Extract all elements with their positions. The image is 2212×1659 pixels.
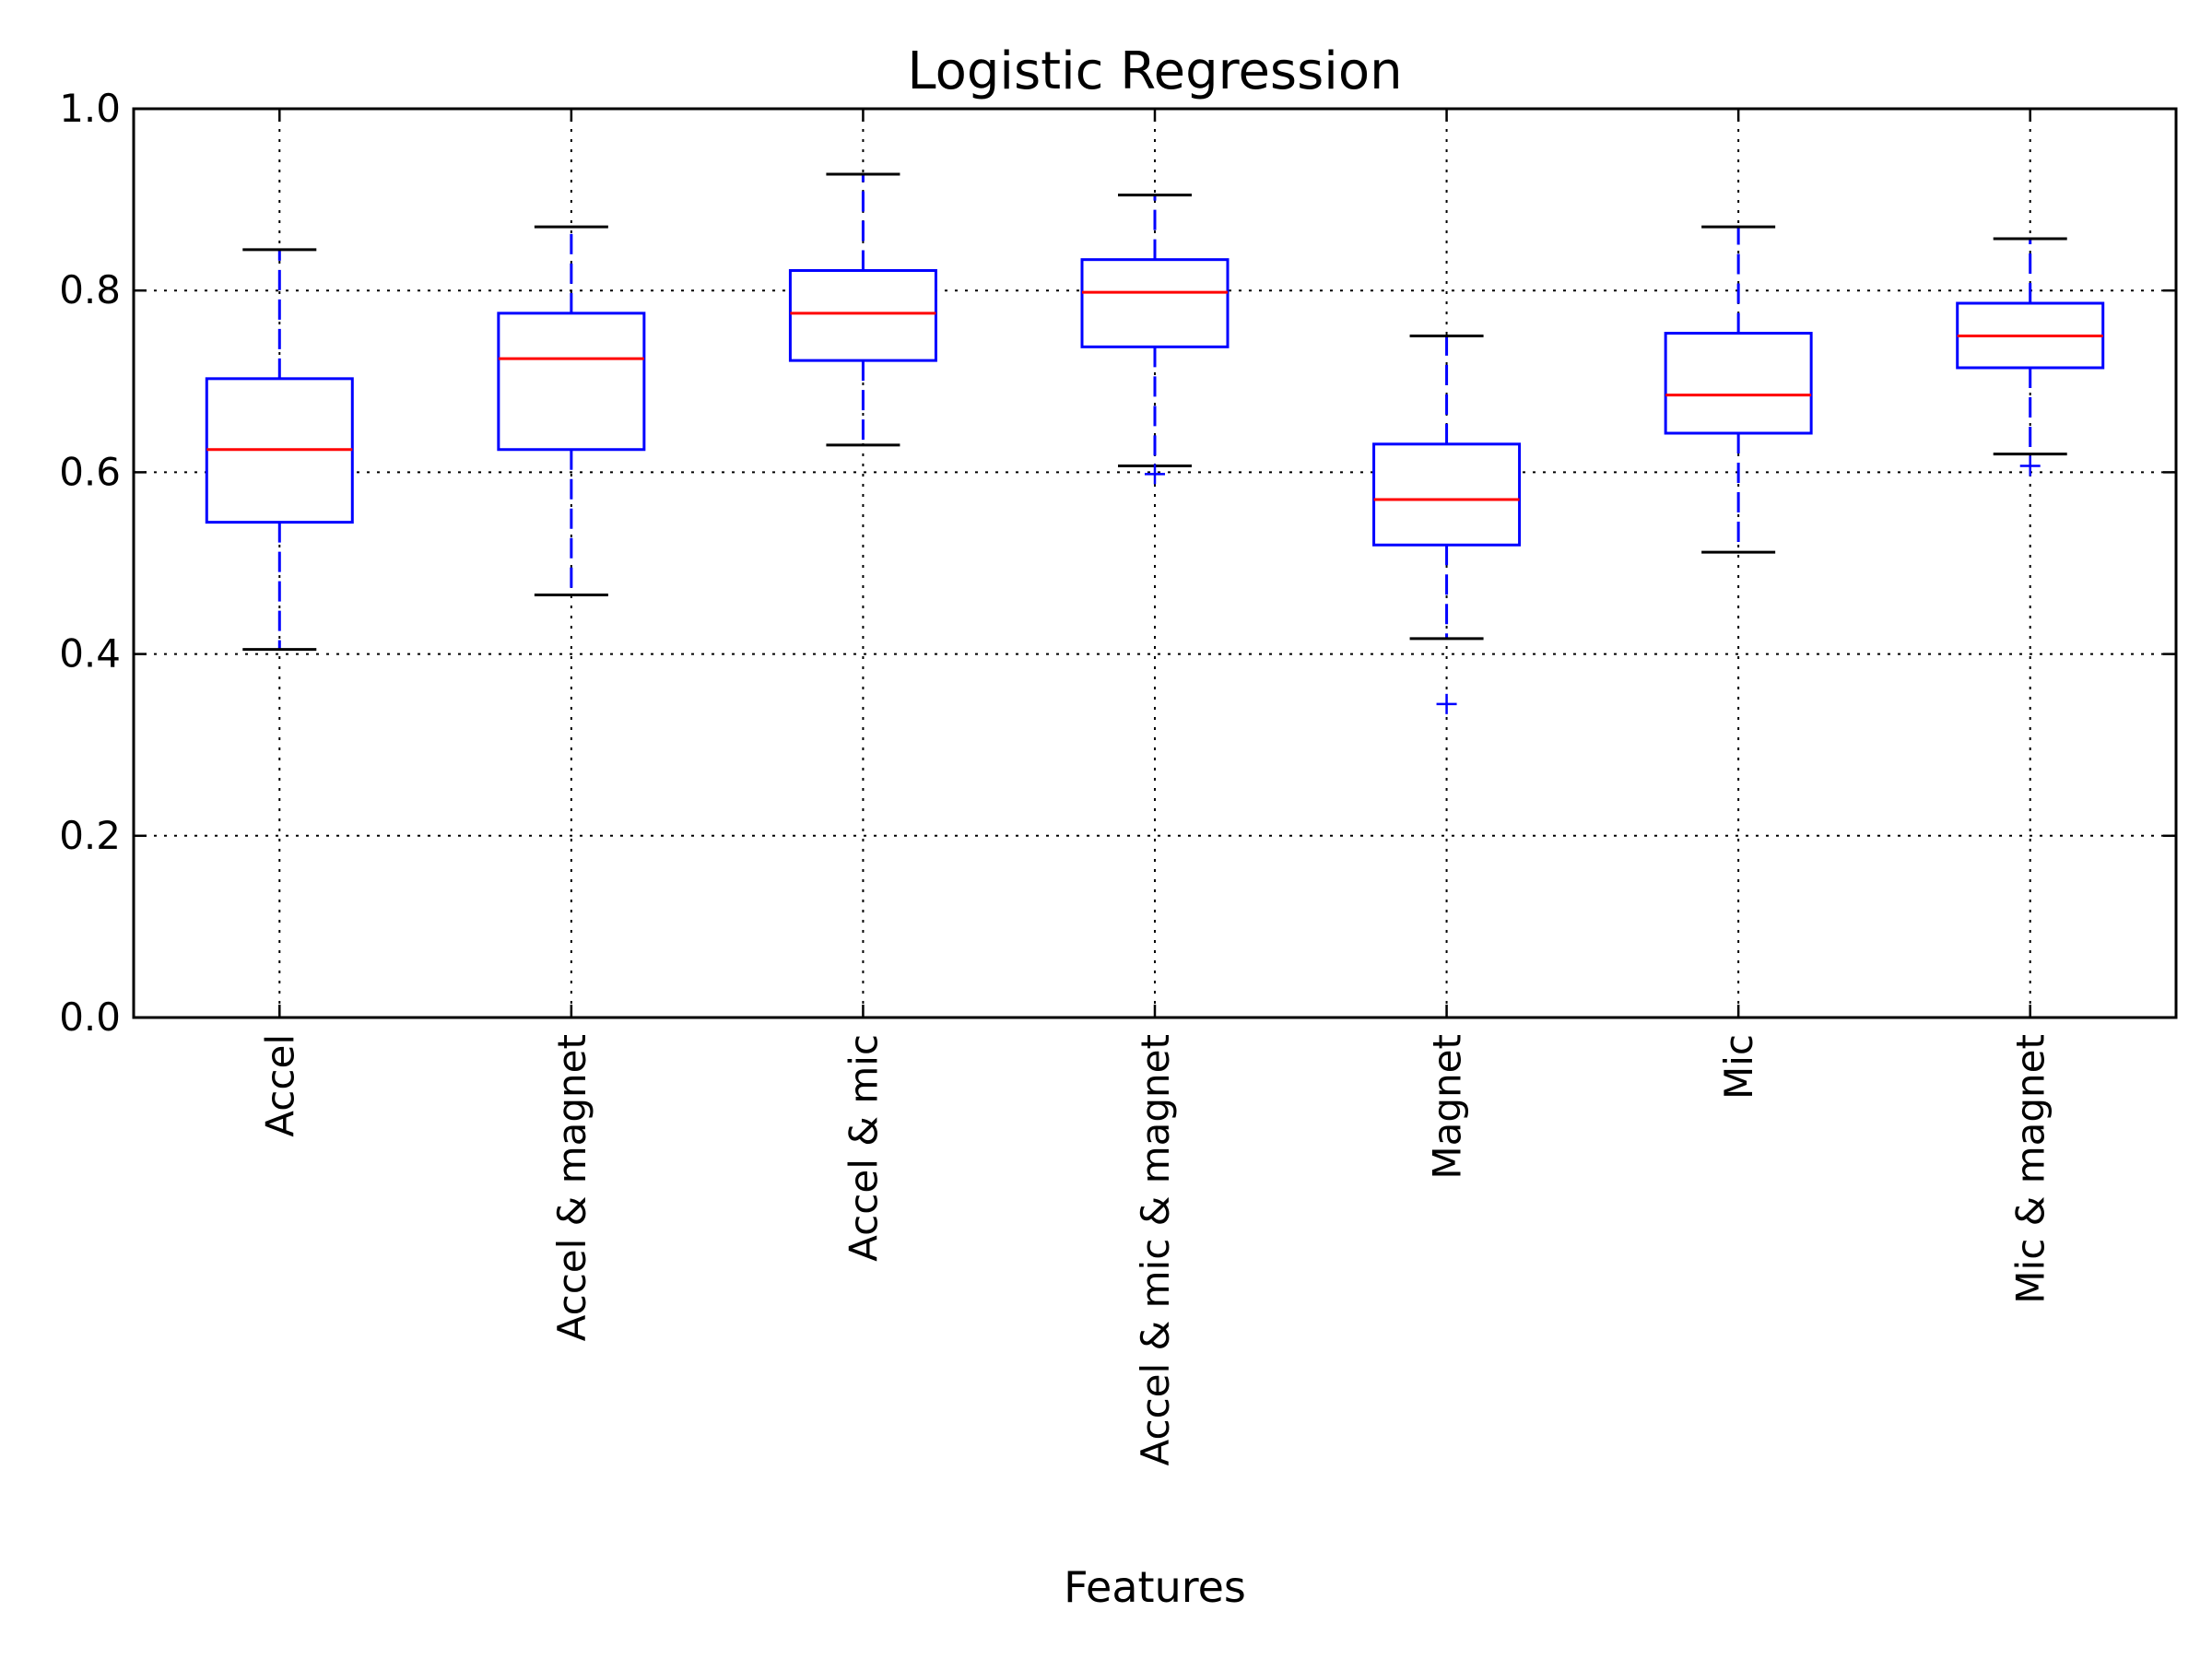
box-4 xyxy=(1080,194,1230,485)
box-iqr xyxy=(1372,442,1522,547)
x-axis-label: Features xyxy=(1064,1562,1246,1612)
y-axis: 0.0 0.2 0.4 0.6 0.8 1.0 xyxy=(59,86,2176,1040)
x-tick-label: Accel xyxy=(257,1034,302,1137)
box-7 xyxy=(1956,237,2105,477)
box-iqr xyxy=(1664,332,1813,435)
box-iqr xyxy=(497,312,646,452)
box-5 xyxy=(1372,335,1522,714)
y-tick-label: 0.0 xyxy=(59,994,121,1040)
y-tick-label: 1.0 xyxy=(59,86,121,131)
box-6 xyxy=(1664,225,1813,554)
x-tick-label: Accel & mic & magnet xyxy=(1133,1034,1178,1466)
box-iqr xyxy=(788,269,937,362)
x-tick-label: Accel & mic xyxy=(841,1034,886,1262)
x-tick-label: Mic xyxy=(1716,1034,1761,1100)
box-iqr xyxy=(1080,258,1230,348)
y-tick-label: 0.4 xyxy=(59,631,121,677)
box-2 xyxy=(497,225,646,597)
y-tick-label: 0.8 xyxy=(59,267,121,312)
x-axis: Accel Accel & magnet Accel & mic Accel & mi… xyxy=(257,109,2053,1466)
box-3 xyxy=(788,172,937,447)
box-1 xyxy=(205,248,354,652)
chart-title: Logistic Regression xyxy=(907,41,1402,101)
x-tick-label: Mic & magnet xyxy=(2008,1034,2053,1304)
x-tick-label: Accel & magnet xyxy=(549,1034,594,1341)
y-tick-label: 0.6 xyxy=(59,449,121,494)
boxes xyxy=(205,172,2105,714)
x-tick-label: Magnet xyxy=(1425,1034,1470,1180)
y-tick-label: 0.2 xyxy=(59,813,121,858)
